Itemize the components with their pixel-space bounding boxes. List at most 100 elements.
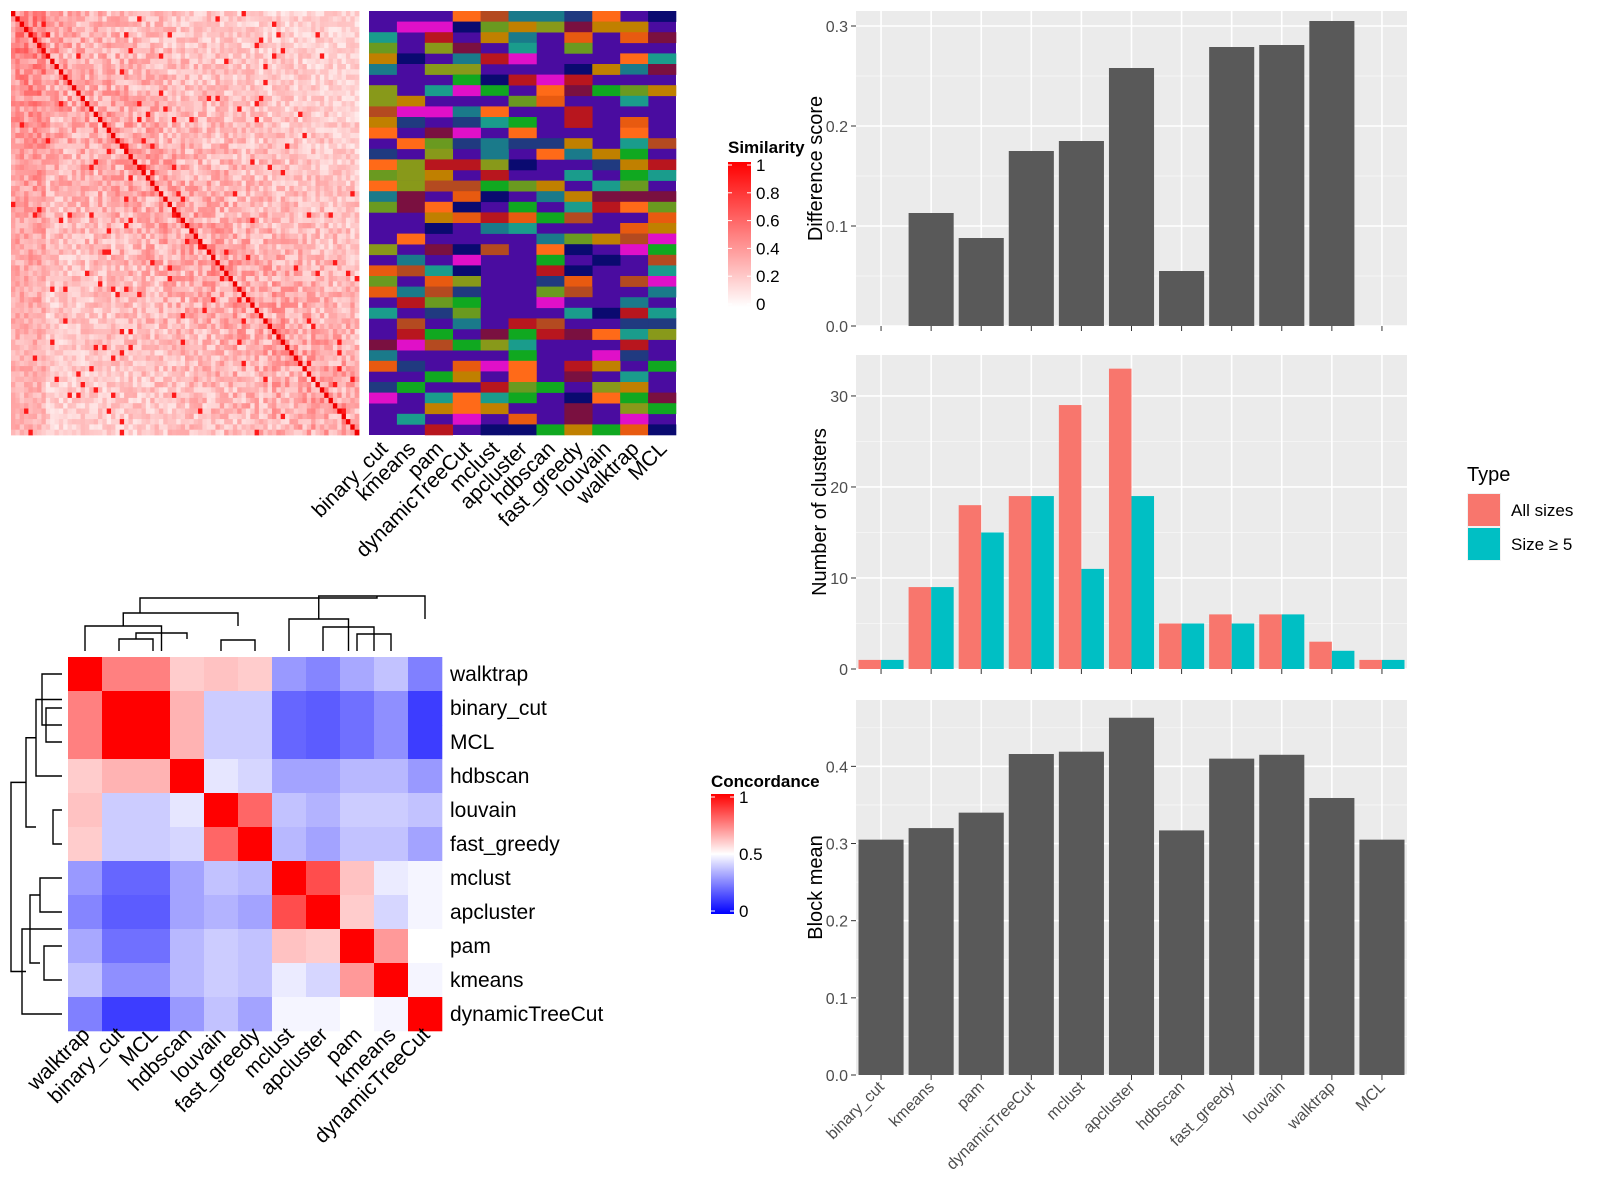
- similarity-cell: [24, 323, 29, 330]
- similarity-cell: [258, 212, 264, 219]
- similarity-cell: [224, 233, 229, 240]
- similarity-cell: [315, 37, 321, 44]
- similarity-cell: [102, 281, 108, 287]
- similarity-cell: [263, 127, 269, 134]
- similarity-cell: [206, 26, 212, 33]
- similarity-cell: [167, 244, 173, 250]
- similarity-cell: [315, 16, 321, 22]
- similarity-cell: [289, 329, 295, 335]
- similarity-cell: [141, 111, 147, 118]
- similarity-cell: [45, 37, 51, 44]
- similarity-cell: [202, 201, 208, 208]
- similarity-cell: [171, 270, 177, 277]
- similarity-cell: [354, 101, 360, 107]
- similarity-cell: [311, 291, 316, 298]
- similarity-cell: [302, 265, 308, 272]
- similarity-cell: [302, 254, 308, 261]
- similarity-cell: [245, 42, 251, 49]
- similarity-cell: [224, 196, 229, 203]
- similarity-cell: [267, 127, 273, 134]
- similarity-cell: [98, 175, 103, 181]
- similarity-cell: [41, 185, 47, 192]
- similarity-cell: [63, 132, 68, 139]
- similarity-cell: [76, 154, 81, 160]
- similarity-cell: [167, 106, 173, 113]
- similarity-cell: [163, 217, 168, 224]
- similarity-cell: [219, 11, 225, 17]
- similarity-cell: [180, 286, 186, 293]
- similarity-cell: [119, 164, 125, 171]
- similarity-cell: [267, 228, 273, 234]
- similarity-cell: [158, 265, 164, 272]
- similarity-cell: [167, 138, 173, 144]
- similarity-cell: [232, 228, 238, 234]
- similarity-cell: [211, 42, 216, 49]
- similarity-cell: [158, 291, 164, 298]
- similarity-cell: [124, 212, 129, 219]
- similarity-cell: [106, 286, 112, 293]
- similarity-cell: [337, 297, 342, 303]
- similarity-cell: [93, 117, 99, 123]
- similarity-cell: [102, 117, 108, 123]
- similarity-cell: [219, 217, 225, 224]
- similarity-cell: [89, 201, 95, 208]
- similarity-cell: [311, 307, 316, 314]
- similarity-cell: [298, 21, 303, 28]
- similarity-cell: [293, 58, 299, 65]
- similarity-cell: [24, 148, 29, 155]
- similarity-cell: [285, 101, 290, 107]
- similarity-cell: [280, 318, 286, 325]
- similarity-cell: [50, 323, 55, 330]
- similarity-cell: [150, 148, 155, 155]
- similarity-cell: [50, 101, 55, 107]
- similarity-cell: [180, 191, 186, 197]
- similarity-cell: [180, 185, 186, 192]
- similarity-cell: [128, 254, 134, 261]
- similarity-cell: [302, 223, 308, 229]
- similarity-cell: [54, 74, 60, 81]
- similarity-cell: [37, 117, 42, 123]
- similarity-cell: [124, 307, 129, 314]
- similarity-cell: [132, 265, 138, 272]
- similarity-cell: [37, 170, 42, 176]
- similarity-cell: [206, 238, 212, 245]
- similarity-cell: [171, 180, 177, 187]
- similarity-cell: [150, 223, 155, 229]
- similarity-cell: [293, 148, 299, 155]
- similarity-cell: [124, 223, 129, 229]
- similarity-cell: [167, 196, 173, 203]
- similarity-cell: [71, 329, 77, 335]
- similarity-cell: [115, 122, 121, 128]
- similarity-cell: [106, 48, 112, 54]
- similarity-cell: [137, 318, 142, 325]
- similarity-cell: [219, 164, 225, 171]
- similarity-cell: [232, 159, 238, 166]
- similarity-cell: [185, 58, 190, 65]
- similarity-cell: [337, 127, 342, 134]
- similarity-cell: [32, 37, 38, 44]
- similarity-cell: [337, 143, 342, 150]
- similarity-cell: [324, 175, 329, 181]
- similarity-cell: [319, 260, 325, 266]
- similarity-cell: [263, 48, 269, 54]
- similarity-cell: [32, 244, 38, 250]
- similarity-cell: [328, 334, 334, 340]
- similarity-cell: [189, 265, 195, 272]
- similarity-cell: [45, 170, 51, 176]
- similarity-cell: [193, 164, 199, 171]
- similarity-cell: [15, 111, 21, 118]
- similarity-cell: [276, 74, 282, 81]
- similarity-cell: [315, 185, 321, 192]
- similarity-cell: [241, 175, 247, 181]
- similarity-cell: [54, 254, 60, 261]
- similarity-cell: [219, 223, 225, 229]
- similarity-cell: [198, 26, 203, 33]
- similarity-cell: [263, 26, 269, 33]
- similarity-cell: [150, 249, 155, 256]
- similarity-cell: [124, 270, 129, 277]
- similarity-cell: [189, 249, 195, 256]
- similarity-cell: [132, 74, 138, 81]
- similarity-cell: [28, 21, 34, 28]
- similarity-cell: [319, 323, 325, 330]
- similarity-cell: [337, 138, 342, 144]
